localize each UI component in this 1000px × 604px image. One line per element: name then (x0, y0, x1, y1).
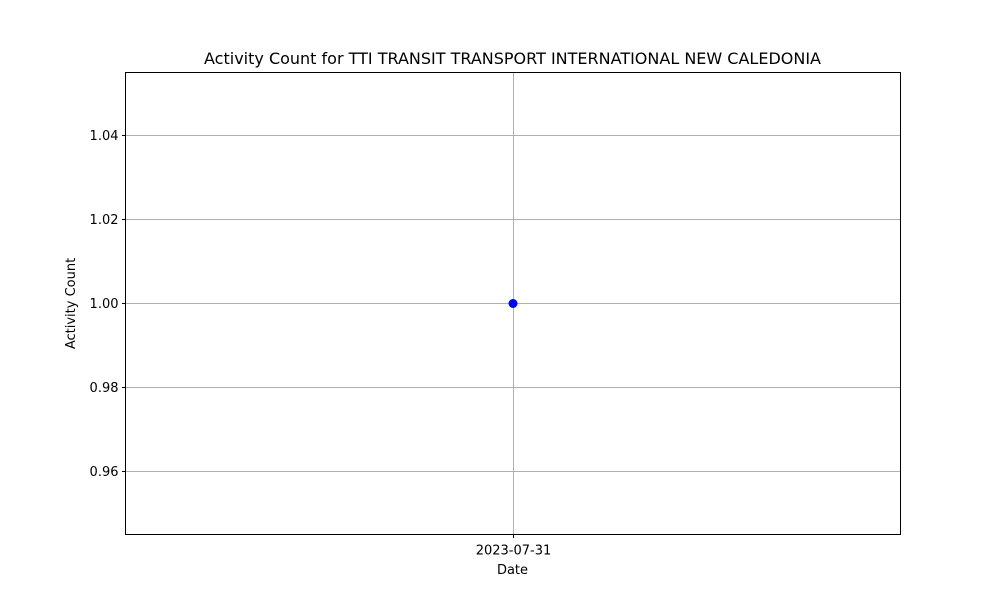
data-series (508, 299, 518, 308)
y-tick-label: 0.96 (90, 465, 119, 480)
x-axis-label: Date (497, 563, 528, 578)
data-point (508, 299, 518, 308)
y-axis-label: Activity Count (64, 258, 79, 349)
y-tick-label: 1.04 (90, 129, 119, 144)
x-tick-label: 2023-07-31 (476, 544, 552, 559)
y-tick-label: 1.02 (90, 213, 119, 228)
y-tick-label: 0.98 (90, 381, 119, 396)
axis-ticks: 0.96 0.98 1.00 1.02 1.04 2023-07-31 (90, 129, 552, 559)
y-tick-label: 1.00 (90, 297, 119, 312)
chart-title: Activity Count for TTI TRANSIT TRANSPORT… (204, 49, 821, 68)
